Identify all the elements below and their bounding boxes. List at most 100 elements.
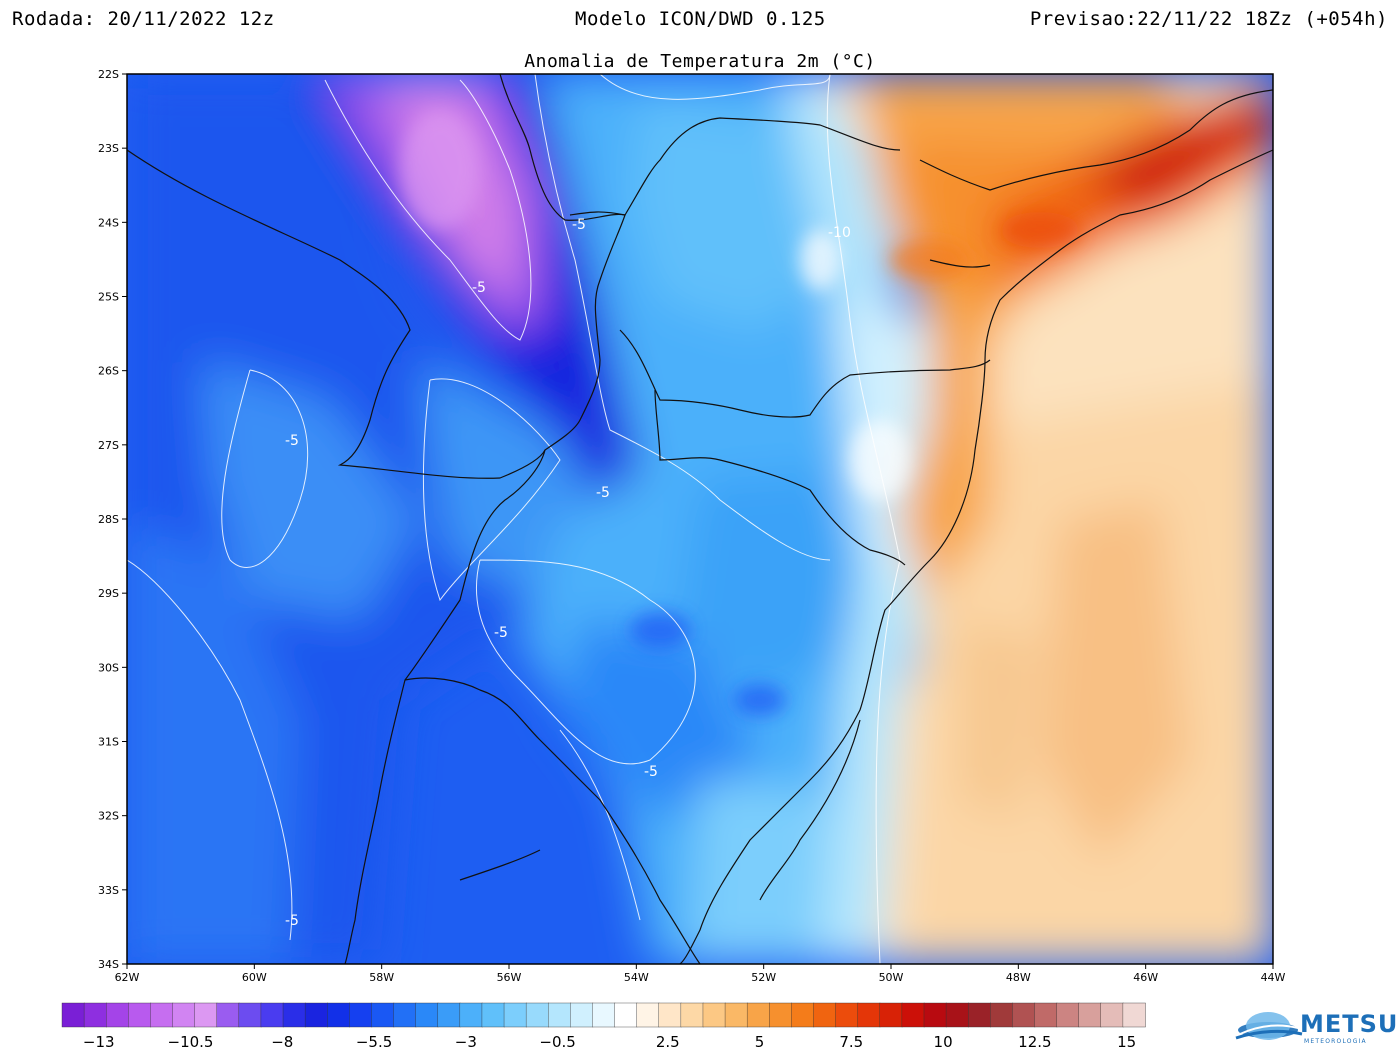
colorbar-box (592, 1002, 616, 1028)
colorbar-box (150, 1002, 174, 1028)
lon-tick-label: 62W (115, 971, 140, 984)
colorbar-box (769, 1002, 793, 1028)
colorbar-box (194, 1002, 218, 1028)
colorbar-box (658, 1002, 682, 1028)
contour-label: -10 (828, 225, 851, 241)
contour-labels: -5 -10 -5 -5 -5 -5 -5 -5 (285, 217, 851, 929)
contour-label: -5 (494, 625, 508, 641)
map-title: Anomalia de Temperatura 2m (°C) (524, 51, 876, 72)
metsul-globe-icon (1235, 1012, 1303, 1040)
lon-tick-label: 50W (879, 971, 904, 984)
colorbar-label: 12.5 (1018, 1033, 1051, 1051)
colorbar-box (990, 1002, 1014, 1028)
colorbar-box (813, 1002, 837, 1028)
colorbar-label: 10 (934, 1033, 953, 1051)
colorbar-box (967, 1002, 991, 1028)
colorbar-box (857, 1002, 881, 1028)
political-borders (127, 74, 1273, 964)
colorbar-box (923, 1002, 947, 1028)
colorbar-box (83, 1002, 107, 1028)
colorbar-box (371, 1002, 395, 1028)
lon-tick-label: 52W (751, 971, 776, 984)
colorbar-box (724, 1002, 748, 1028)
colorbar-label: −3 (455, 1033, 477, 1051)
lat-tick-label: 31S (98, 736, 119, 749)
run-date-label: Rodada: 20/11/2022 12z (12, 8, 275, 30)
contour-label: -5 (472, 280, 486, 296)
lat-tick-label: 30S (98, 661, 119, 674)
colorbar-box (945, 1002, 969, 1028)
colorbar-box (415, 1002, 439, 1028)
colorbar-box (282, 1002, 306, 1028)
contour-label: -5 (285, 433, 299, 449)
colorbar-box (238, 1002, 262, 1028)
colorbar-box (503, 1002, 527, 1028)
contour-label: -5 (285, 913, 299, 929)
temperature-anomaly-map: 22S23S24S25S26S27S28S29S30S31S32S33S34S … (98, 68, 1286, 984)
colorbar-label: −8 (271, 1033, 293, 1051)
contour-label: -5 (572, 217, 586, 233)
lat-tick-label: 23S (98, 142, 119, 155)
colorbar-box (1078, 1002, 1102, 1028)
colorbar-label: 5 (755, 1033, 765, 1051)
colorbar-label: −0.5 (539, 1033, 575, 1051)
colorbar-box (901, 1002, 925, 1028)
lat-tick-label: 25S (98, 291, 119, 304)
colorbar-box (106, 1002, 130, 1028)
colorbar-box (61, 1002, 85, 1028)
colorbar-label: −10.5 (168, 1033, 214, 1051)
colorbar-box (128, 1002, 152, 1028)
lat-tick-label: 22S (98, 68, 119, 81)
colorbar: −13 −10.5 −8 −5.5 −3 −0.5 2.5 5 7.5 10 12.5 15 (61, 1002, 1146, 1051)
lat-tick-label: 34S (98, 958, 119, 971)
lon-tick-label: 46W (1133, 971, 1158, 984)
lat-tick-label: 28S (98, 513, 119, 526)
colorbar-box (570, 1002, 594, 1028)
colorbar-box (1034, 1002, 1058, 1028)
contour-label: -5 (644, 764, 658, 780)
colorbar-label: −13 (83, 1033, 115, 1051)
contour-label: -5 (596, 485, 610, 501)
latitude-ticks: 22S 23S 24S 25S 26S 27S 28S 29S 30S 31S 32S 33S 34S (98, 68, 127, 971)
colorbar-box (327, 1002, 351, 1028)
colorbar-box (393, 1002, 417, 1028)
lat-tick-label: 27S (98, 439, 119, 452)
forecast-time-label: Previsao:22/11/22 18Zz (+054h) (1029, 8, 1388, 30)
colorbar-box (1056, 1002, 1080, 1028)
anomaly-field (127, 74, 1273, 964)
colorbar-box (680, 1002, 704, 1028)
colorbar-box (702, 1002, 726, 1028)
colorbar-label: −5.5 (356, 1033, 392, 1051)
model-label: Modelo ICON/DWD 0.125 (575, 8, 826, 30)
colorbar-box (260, 1002, 284, 1028)
colorbar-labels: −13 −10.5 −8 −5.5 −3 −0.5 2.5 5 7.5 10 12.5 15 (83, 1033, 1136, 1051)
colorbar-box (459, 1002, 483, 1028)
colorbar-box (1012, 1002, 1036, 1028)
metsul-logo: METSUL (1300, 1010, 1400, 1038)
colorbar-label: 15 (1117, 1033, 1136, 1051)
colorbar-box (835, 1002, 859, 1028)
lon-tick-label: 44W (1261, 971, 1286, 984)
lon-tick-label: 54W (624, 971, 649, 984)
colorbar-box (1100, 1002, 1124, 1028)
colorbar-box (172, 1002, 196, 1028)
colorbar-box (636, 1002, 660, 1028)
colorbar-box (614, 1002, 638, 1028)
lon-tick-label: 48W (1006, 971, 1031, 984)
colorbar-label: 2.5 (656, 1033, 680, 1051)
lat-tick-label: 24S (98, 216, 119, 229)
colorbar-box (437, 1002, 461, 1028)
colorbar-box (481, 1002, 505, 1028)
lon-tick-label: 56W (497, 971, 522, 984)
colorbar-box (525, 1002, 549, 1028)
colorbar-box (879, 1002, 903, 1028)
lat-tick-label: 33S (98, 884, 119, 897)
metsul-logo-subtitle: METEOROLOGIA (1304, 1038, 1367, 1045)
colorbar-label: 7.5 (839, 1033, 863, 1051)
colorbar-box (746, 1002, 770, 1028)
contour-lines (127, 74, 901, 964)
lat-tick-label: 32S (98, 810, 119, 823)
colorbar-box (349, 1002, 373, 1028)
colorbar-box (216, 1002, 240, 1028)
lat-tick-label: 29S (98, 587, 119, 600)
